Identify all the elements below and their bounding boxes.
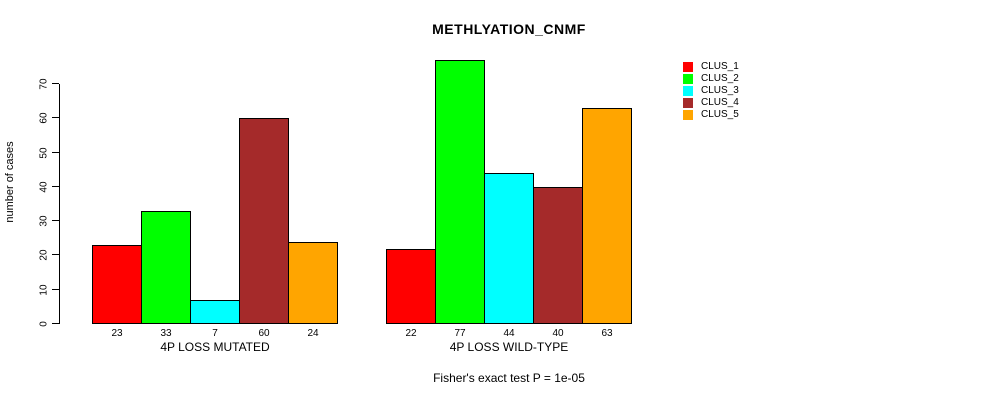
legend-label: CLUS_1: [701, 61, 739, 72]
group-label: 4P LOSS WILD-TYPE: [449, 340, 569, 354]
y-tick-label: 20: [38, 249, 50, 261]
y-tick-label: 70: [38, 78, 50, 90]
bar-value-label: 40: [552, 328, 564, 339]
y-tick-label: 60: [38, 112, 50, 124]
legend-swatch-clus_5: [683, 110, 693, 120]
bar-clus_5-2: [582, 108, 632, 324]
bar-value-label: 23: [111, 328, 123, 339]
y-axis-tick: [52, 289, 59, 290]
bar-clus_3-2: [484, 173, 534, 324]
bar-value-label: 24: [307, 328, 319, 339]
y-tick-label: 0: [38, 321, 50, 327]
bar-value-label: 77: [454, 328, 466, 339]
legend-item-clus_5: CLUS_5: [683, 109, 739, 121]
y-axis-tick: [52, 117, 59, 118]
legend-item-clus_1: CLUS_1: [683, 61, 739, 73]
bar-value-label: 63: [601, 328, 613, 339]
y-axis-tick: [52, 220, 59, 221]
legend-label: CLUS_4: [701, 97, 739, 108]
group-label: 4P LOSS MUTATED: [160, 340, 270, 354]
y-axis-line: [59, 84, 60, 324]
legend-swatch-clus_3: [683, 86, 693, 96]
bar-clus_4-2: [533, 187, 583, 324]
y-axis-tick: [52, 254, 59, 255]
y-axis-tick: [52, 186, 59, 187]
legend-item-clus_2: CLUS_2: [683, 73, 739, 85]
legend-item-clus_4: CLUS_4: [683, 97, 739, 109]
y-tick-label: 50: [38, 147, 50, 159]
y-axis-tick: [52, 152, 59, 153]
bar-clus_4-1: [239, 118, 289, 324]
y-axis-tick: [52, 83, 59, 84]
bar-value-label: 22: [405, 328, 417, 339]
y-tick-label: 40: [38, 181, 50, 193]
legend-item-clus_3: CLUS_3: [683, 85, 739, 97]
bar-clus_1-2: [386, 249, 436, 324]
bar-clus_1-1: [92, 245, 142, 324]
y-axis-title: number of cases: [4, 141, 16, 223]
bar-value-label: 33: [160, 328, 172, 339]
bar-value-label: 7: [212, 328, 218, 339]
legend: CLUS_1 CLUS_2 CLUS_3 CLUS_4 CLUS_5: [683, 61, 783, 131]
legend-swatch-clus_4: [683, 98, 693, 108]
bar-value-label: 44: [503, 328, 515, 339]
legend-swatch-clus_2: [683, 74, 693, 84]
y-tick-label: 30: [38, 215, 50, 227]
bar-clus_5-1: [288, 242, 338, 324]
y-tick-label: 10: [38, 284, 50, 296]
legend-label: CLUS_3: [701, 85, 739, 96]
y-axis-tick: [52, 323, 59, 324]
bar-clus_2-2: [435, 60, 485, 324]
fisher-test-note: Fisher's exact test P = 1e-05: [433, 371, 585, 385]
bar-value-label: 60: [258, 328, 270, 339]
legend-label: CLUS_2: [701, 73, 739, 84]
bar-clus_2-1: [141, 211, 191, 324]
chart-title: METHLYATION_CNMF: [432, 21, 586, 37]
bar-clus_3-1: [190, 300, 240, 324]
legend-swatch-clus_1: [683, 62, 693, 72]
legend-label: CLUS_5: [701, 109, 739, 120]
